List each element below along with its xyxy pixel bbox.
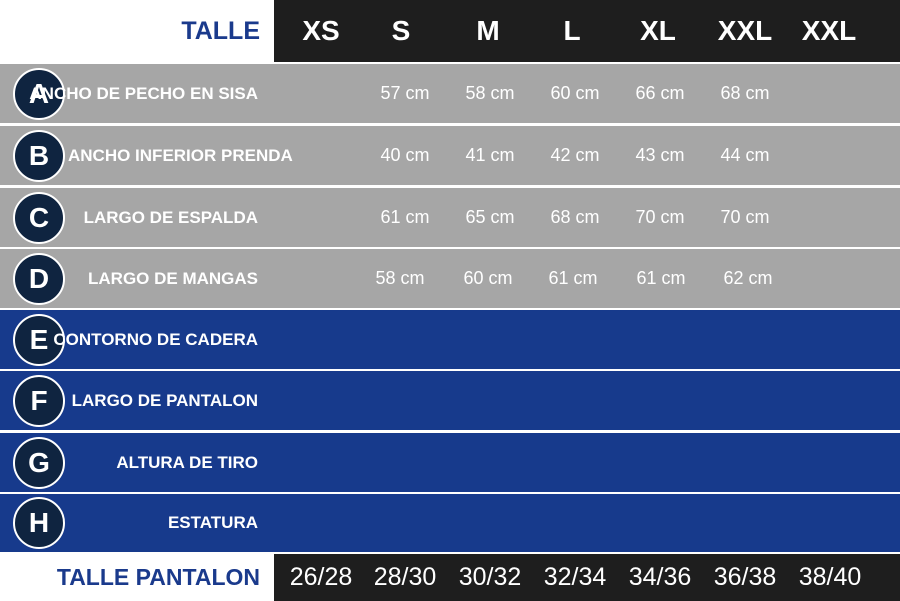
value-a-m: 58 cm (465, 83, 515, 103)
row-label-g: ALTURA DE TIRO (116, 452, 258, 472)
value-b-m: 41 cm (465, 145, 515, 165)
value-a-l: 60 cm (550, 83, 600, 103)
pants-size-label: TALLE PANTALON (0, 554, 274, 601)
pants-size-2: 28/30 (373, 563, 437, 591)
measure-row-d: D LARGO DE MANGAS 58 cm 60 cm 61 cm 61 c… (0, 249, 900, 308)
measure-row-g: G ALTURA DE TIRO (0, 433, 900, 492)
pants-size-7: 38/40 (798, 563, 862, 591)
measure-row-e: E CONTORNO DE CADERA (0, 310, 900, 369)
row-badge-d: D (13, 252, 65, 305)
row-label-b: ANCHO INFERIOR PRENDA (68, 145, 293, 165)
size-xxl-2: XXL (801, 15, 857, 46)
pants-size-4: 32/34 (543, 563, 607, 591)
size-header: TALLE XS S M L XL XXL XXL (0, 0, 900, 62)
row-label-c: LARGO DE ESPALDA (83, 207, 258, 227)
value-b-l: 42 cm (550, 145, 600, 165)
pants-size-6: 36/38 (713, 563, 777, 591)
value-d-s: 58 cm (375, 268, 425, 288)
row-label-e: CONTORNO DE CADERA (53, 329, 258, 349)
measure-row-f: F LARGO DE PANTALON (0, 371, 900, 430)
pants-size-5: 34/36 (628, 563, 692, 591)
value-a-xl: 66 cm (635, 83, 685, 103)
pants-size-footer: TALLE PANTALON 26/28 28/30 30/32 32/34 3… (0, 554, 900, 601)
value-b-xl: 43 cm (635, 145, 685, 165)
value-d-xl: 61 cm (636, 268, 686, 288)
size-header-cells: XS S M L XL XXL XXL (274, 0, 900, 62)
row-badge-a: A (13, 67, 65, 120)
pants-size-3: 30/32 (458, 563, 522, 591)
size-xs: XS (302, 15, 340, 46)
pants-size-1: 26/28 (289, 563, 353, 591)
value-b-s: 40 cm (380, 145, 430, 165)
value-c-m: 65 cm (465, 207, 515, 227)
row-label-a: ANCHO DE PECHO EN SISA (29, 83, 258, 103)
row-badge-c: C (13, 191, 65, 244)
size-header-label: TALLE (0, 0, 274, 62)
measure-row-h: H ESTATURA (0, 494, 900, 552)
row-badge-g: G (13, 436, 65, 489)
size-l: L (563, 15, 581, 46)
value-a-s: 57 cm (380, 83, 430, 103)
row-label-h: ESTATURA (167, 513, 258, 532)
value-d-xxl: 62 cm (723, 268, 773, 288)
size-s: S (391, 15, 411, 46)
row-badge-e: E (13, 313, 65, 366)
measure-row-a: A ANCHO DE PECHO EN SISA 57 cm 58 cm 60 … (0, 64, 900, 123)
value-d-l: 61 cm (548, 268, 598, 288)
row-label-f: LARGO DE PANTALON (71, 390, 258, 410)
row-badge-f: F (13, 374, 65, 427)
size-xl: XL (640, 15, 676, 46)
measure-row-c: C LARGO DE ESPALDA 61 cm 65 cm 68 cm 70 … (0, 188, 900, 247)
value-c-l: 68 cm (550, 207, 600, 227)
row-label-d: LARGO DE MANGAS (88, 268, 258, 288)
measure-row-b: B ANCHO INFERIOR PRENDA 40 cm 41 cm 42 c… (0, 126, 900, 185)
value-b-xxl: 44 cm (720, 145, 770, 165)
size-xxl: XXL (717, 15, 773, 46)
size-m: M (476, 15, 500, 46)
value-c-xxl: 70 cm (720, 207, 770, 227)
value-d-m: 60 cm (463, 268, 513, 288)
pants-size-cells: 26/28 28/30 30/32 32/34 34/36 36/38 38/4… (274, 554, 900, 601)
row-badge-h: H (13, 497, 65, 549)
value-a-xxl: 68 cm (720, 83, 770, 103)
value-c-xl: 70 cm (635, 207, 685, 227)
row-badge-b: B (13, 129, 65, 182)
value-c-s: 61 cm (380, 207, 430, 227)
